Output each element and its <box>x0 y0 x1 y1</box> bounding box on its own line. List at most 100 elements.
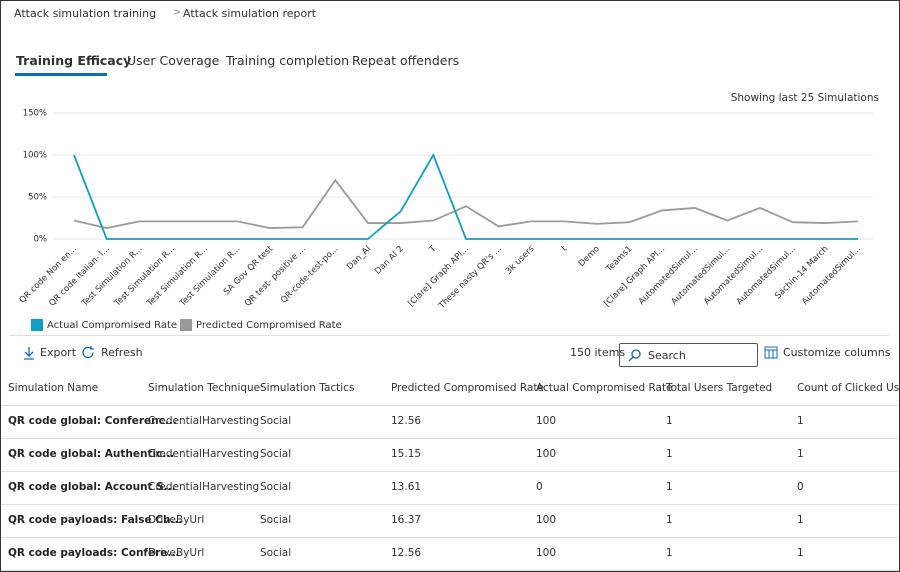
table-cell: 100 <box>536 448 557 460</box>
table-cell: 12.56 <box>391 415 422 427</box>
row-divider <box>1 570 899 571</box>
refresh-icon <box>82 346 94 359</box>
table-cell: QR code payloads: False Ch... <box>8 514 183 526</box>
table-cell: QR code global: Account S... <box>8 481 176 493</box>
table-cell: 15.15 <box>391 448 422 460</box>
x-tick-label: AutomatedSimul... <box>702 244 765 307</box>
x-tick-label: QR test- positive ... <box>243 244 308 309</box>
search-icon <box>628 349 641 362</box>
tab[interactable]: Training completion <box>226 53 350 68</box>
table-cell: Social <box>260 448 292 460</box>
item-count: 150 items <box>570 346 626 359</box>
legend-swatch <box>31 319 43 331</box>
customize-icon <box>764 346 778 359</box>
chart-subtitle: Showing last 25 Simulations <box>731 92 879 104</box>
x-tick-label: QR-code-test-po... <box>279 244 340 305</box>
x-tick-label: Dan_AI <box>345 244 373 272</box>
column-header[interactable]: Simulation Name <box>8 382 99 394</box>
x-tick-label: Teams1 <box>604 244 635 275</box>
table-cell: 1 <box>797 415 804 427</box>
x-tick-label: QR code Italian- l... <box>47 244 111 308</box>
table-cell: QR code global: Authentic... <box>8 448 175 460</box>
x-tick-label: QR code Non en... <box>18 244 79 305</box>
x-tick-label: t <box>560 244 570 254</box>
table-cell: 1 <box>666 415 673 427</box>
table-cell: Social <box>260 547 292 559</box>
table-cell: 1 <box>797 514 804 526</box>
table-cell: 13.61 <box>391 481 422 493</box>
table-cell: Social <box>260 481 292 493</box>
table-cell: 100 <box>536 514 557 526</box>
table-cell: CredentialHarvesting <box>148 448 260 460</box>
x-tick-label: [Clare] Graph API... <box>602 244 667 309</box>
table-cell: 1 <box>666 481 673 493</box>
table-cell: DriveByUrl <box>148 514 205 526</box>
series-line <box>73 178 859 230</box>
table-cell: 1 <box>797 448 804 460</box>
table-cell: 12.56 <box>391 547 422 559</box>
column-header[interactable]: Simulation Technique <box>148 382 261 394</box>
row-divider <box>1 537 899 538</box>
x-tick-label: Test Simulation R... <box>112 244 177 309</box>
row-divider <box>1 438 899 439</box>
x-tick-label: Test Simulation R... <box>145 244 210 309</box>
y-tick-label: 150% <box>23 109 47 119</box>
legend-swatch <box>180 319 192 331</box>
column-header[interactable]: Predicted Compromised Rate <box>391 382 544 394</box>
x-tick-label: T <box>427 243 439 255</box>
x-tick-label: These nasty QR's ... <box>436 244 503 311</box>
x-tick-label: [Clare] Graph API... <box>406 244 471 309</box>
table-cell: 1 <box>666 547 673 559</box>
tab[interactable]: Repeat offenders <box>352 53 460 68</box>
table-cell: DriveByUrl <box>148 547 205 559</box>
x-tick-label: Demo <box>577 244 602 269</box>
table-cell: 16.37 <box>391 514 422 526</box>
column-header[interactable]: Actual Compromised Rate <box>536 382 673 394</box>
y-tick-label: 0% <box>34 235 48 245</box>
tab[interactable]: User Coverage <box>127 53 220 68</box>
row-divider <box>1 405 899 406</box>
table-cell: 0 <box>797 481 804 493</box>
legend-label: Actual Compromised Rate <box>47 320 177 331</box>
search-box[interactable] <box>619 343 758 367</box>
table-cell: 0 <box>536 481 543 493</box>
table-cell: 100 <box>536 415 557 427</box>
legend-label: Predicted Compromised Rate <box>196 320 342 331</box>
chart: Showing last 25 Simulations 0% 50% 100% 150… <box>18 92 879 331</box>
refresh-button[interactable]: Refresh <box>101 346 143 359</box>
export-icon <box>24 347 34 360</box>
table-cell: CredentialHarvesting <box>148 415 260 427</box>
customize-columns-button[interactable]: Customize columns <box>783 346 891 359</box>
x-tick-label: AutomatedSimul... <box>800 244 863 307</box>
breadcrumb-link[interactable]: Attack simulation training <box>14 7 157 20</box>
table-cell: Social <box>260 514 292 526</box>
search-placeholder: Search <box>648 349 686 362</box>
x-tick-label: Dan AI 2 <box>373 244 406 277</box>
row-divider <box>1 504 899 505</box>
tab-underline <box>15 73 107 76</box>
divider <box>9 335 889 336</box>
table-cell: Social <box>260 415 292 427</box>
x-tick-label: Test Simulation R... <box>177 244 242 309</box>
tab[interactable]: Training Efficacy <box>16 53 132 68</box>
column-header[interactable]: Count of Clicked Users <box>797 382 900 394</box>
column-header[interactable]: Simulation Tactics <box>260 382 355 394</box>
column-header[interactable]: Total Users Targeted <box>666 382 773 394</box>
export-button[interactable]: Export <box>40 346 77 359</box>
breadcrumb-current: Attack simulation report <box>183 7 317 20</box>
x-tick-label: AutomatedSimul... <box>637 244 700 307</box>
x-tick-label: 3k users <box>504 244 537 277</box>
table-cell: 100 <box>536 547 557 559</box>
breadcrumb-separator: > <box>173 7 182 18</box>
x-tick-label: Test Simulation R... <box>79 244 144 309</box>
series-line <box>73 152 858 240</box>
table-cell: 1 <box>666 448 673 460</box>
y-tick-label: 100% <box>23 151 47 161</box>
table-cell: QR code global: Conferenc... <box>8 415 177 427</box>
y-tick-label: 50% <box>28 193 47 203</box>
x-tick-label: AutomatedSimul... <box>669 244 732 307</box>
row-divider <box>1 471 899 472</box>
table-cell: CredentialHarvesting <box>148 481 260 493</box>
table-cell: QR code payloads: Confere... <box>8 547 180 559</box>
